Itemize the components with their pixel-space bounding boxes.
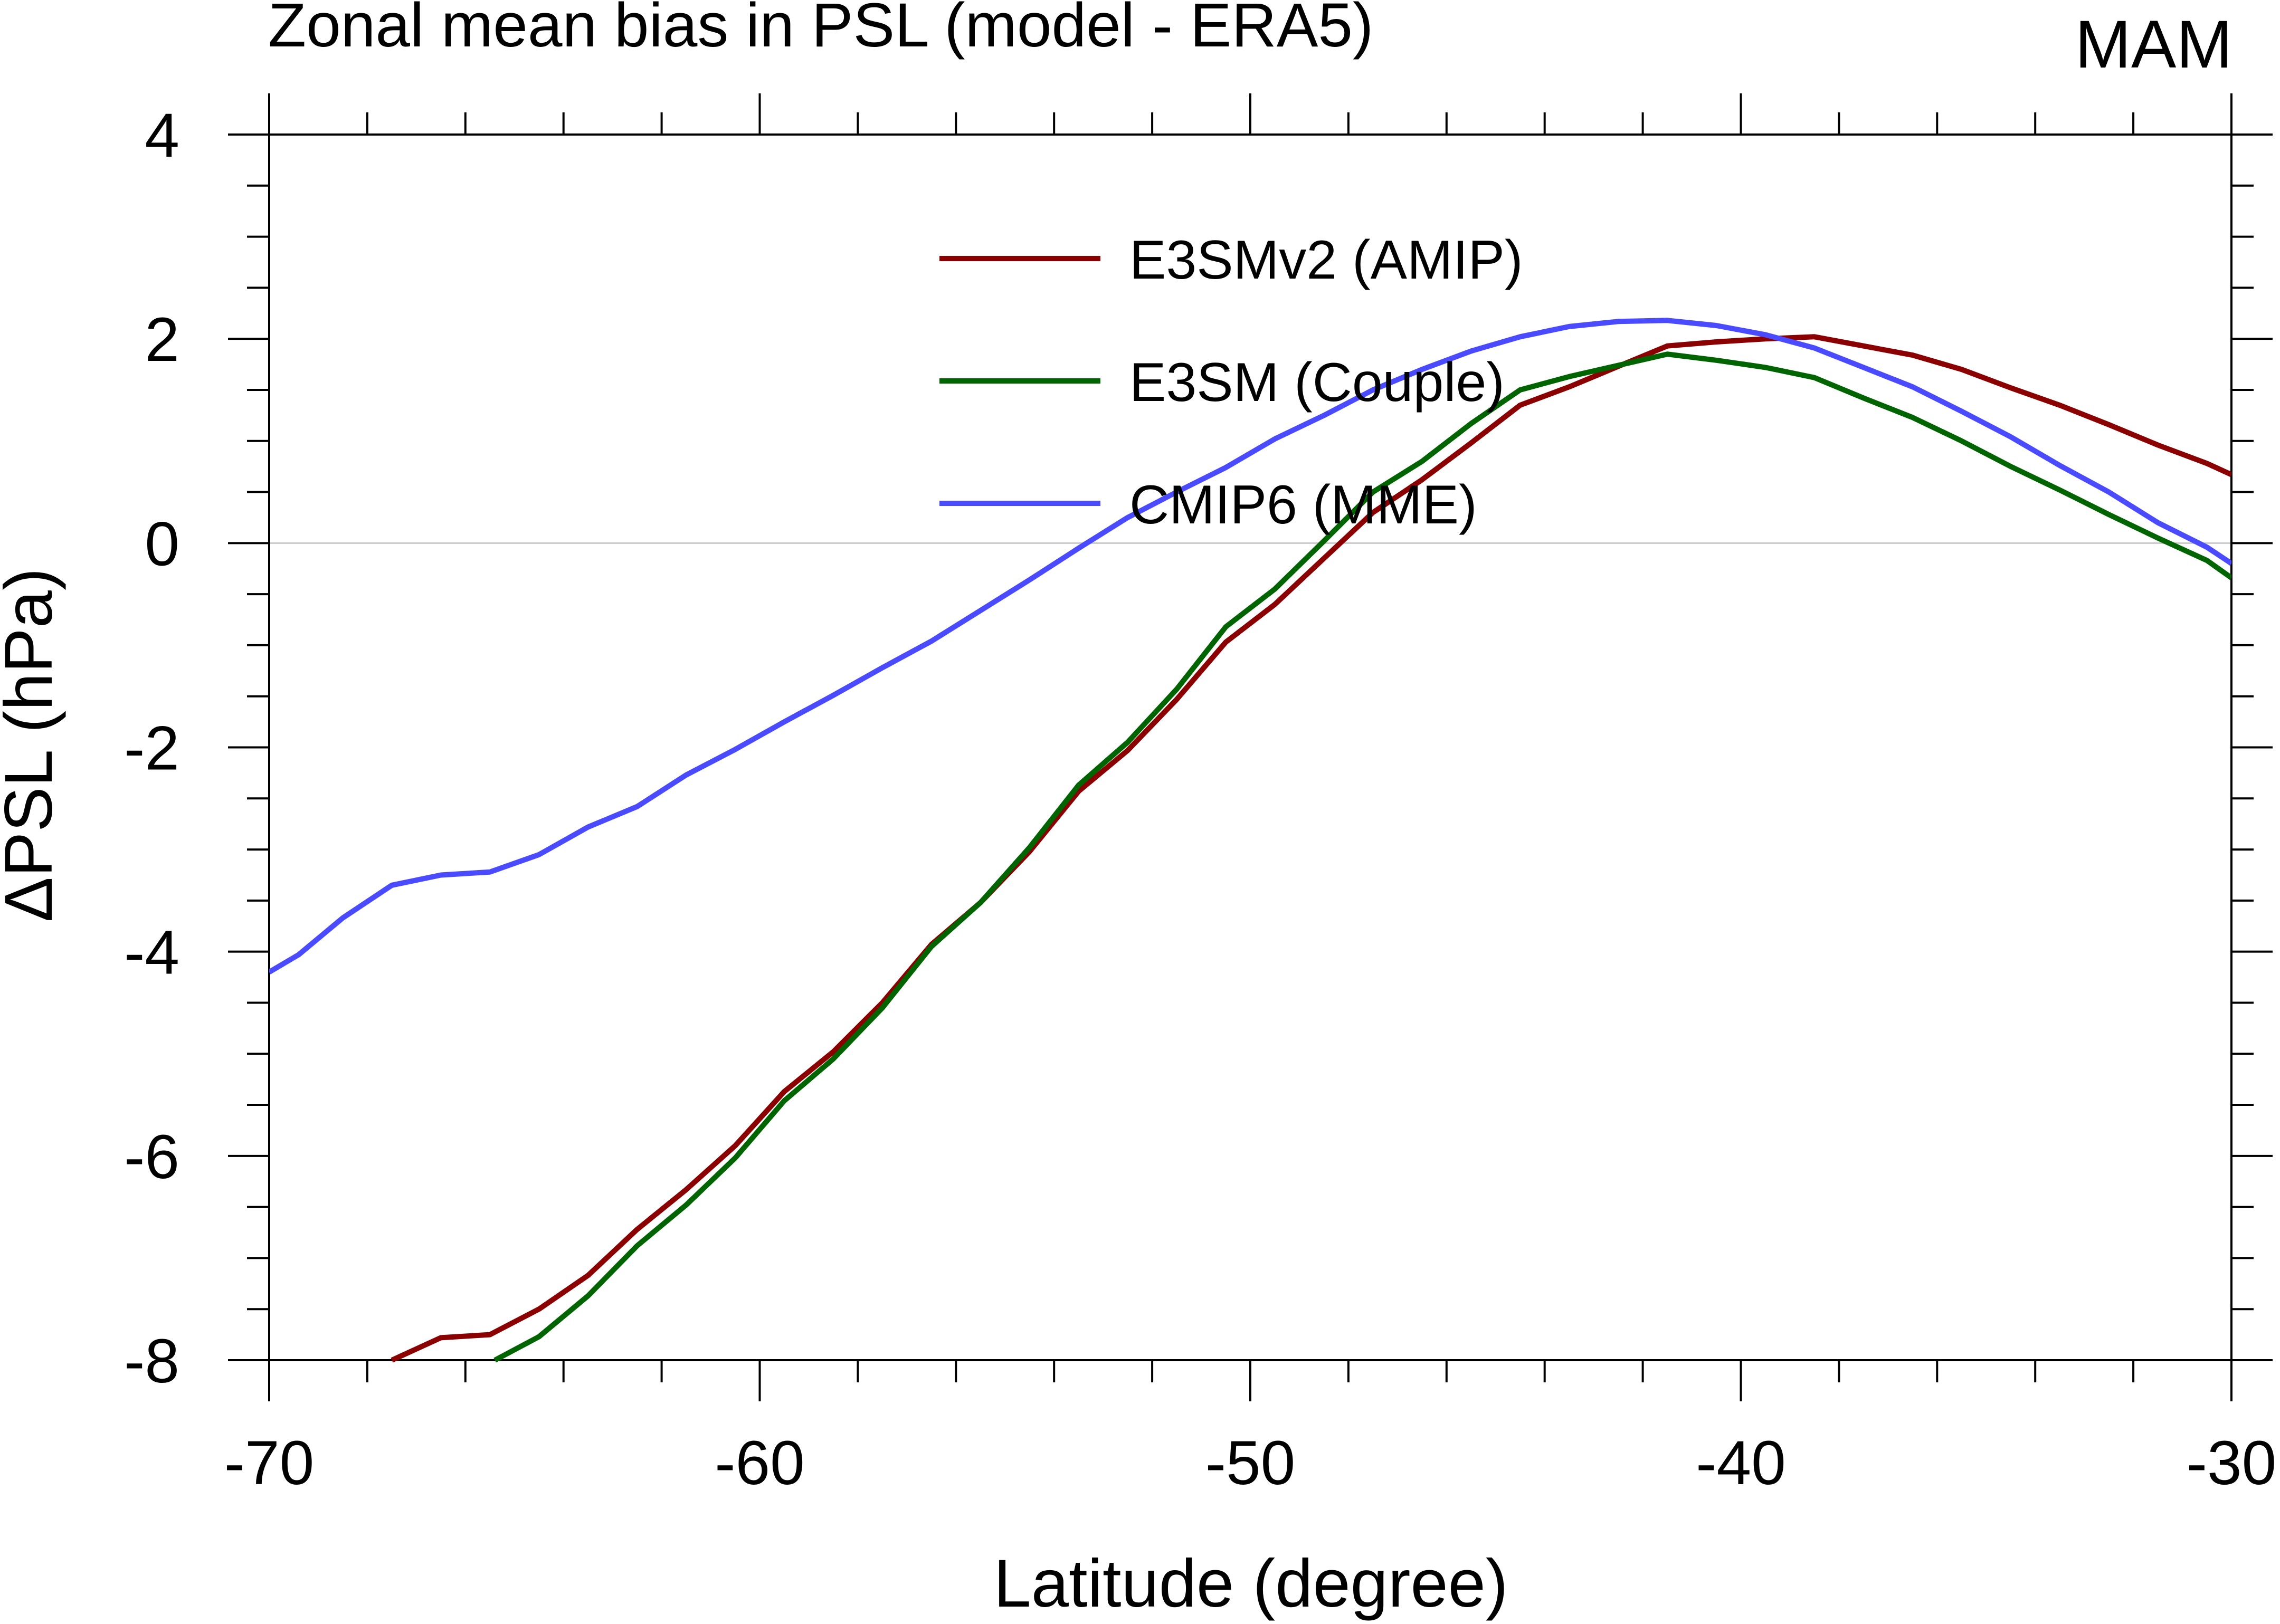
y-tick-label: -4 <box>124 918 179 988</box>
y-tick-label: 2 <box>145 305 179 375</box>
y-tick-label: -8 <box>124 1326 179 1396</box>
series-layer <box>269 318 2231 1363</box>
x-tick-label: -40 <box>1696 1428 1786 1498</box>
series-line-0 <box>391 334 2231 1363</box>
y-tick-label: 4 <box>145 101 179 170</box>
y-tick-label: -2 <box>124 714 179 784</box>
series-line-2 <box>269 318 2231 975</box>
series-group <box>269 318 2231 1363</box>
series-line-1 <box>493 351 2231 1363</box>
legend-label-0: E3SMv2 (AMIP) <box>1129 230 1523 291</box>
x-axis-label: Latitude (degree) <box>994 1546 1508 1621</box>
x-tick-label: -30 <box>2187 1428 2277 1498</box>
season-label: MAM <box>2075 7 2232 82</box>
legend-label-1: E3SM (Couple) <box>1129 352 1505 413</box>
y-axis-label: ΔPSL (hPa) <box>0 568 66 922</box>
y-tick-label: 0 <box>145 509 179 579</box>
x-tick-label: -50 <box>1205 1428 1296 1498</box>
plot-frame <box>268 133 2232 1361</box>
chart-title: Zonal mean bias in PSL (model - ERA5) <box>268 0 1373 60</box>
y-tick-label: -6 <box>124 1122 179 1192</box>
legend-label-2: CMIP6 (MME) <box>1129 474 1477 536</box>
legend: E3SMv2 (AMIP) E3SM (Couple) CMIP6 (MME) <box>939 230 1523 536</box>
x-tick-label: -60 <box>715 1428 805 1498</box>
axes-layer: -70 -60 -50 -40 -30 -8 -6 -4 -2 0 2 4 <box>124 93 2276 1498</box>
x-tick-label: -70 <box>224 1428 315 1498</box>
